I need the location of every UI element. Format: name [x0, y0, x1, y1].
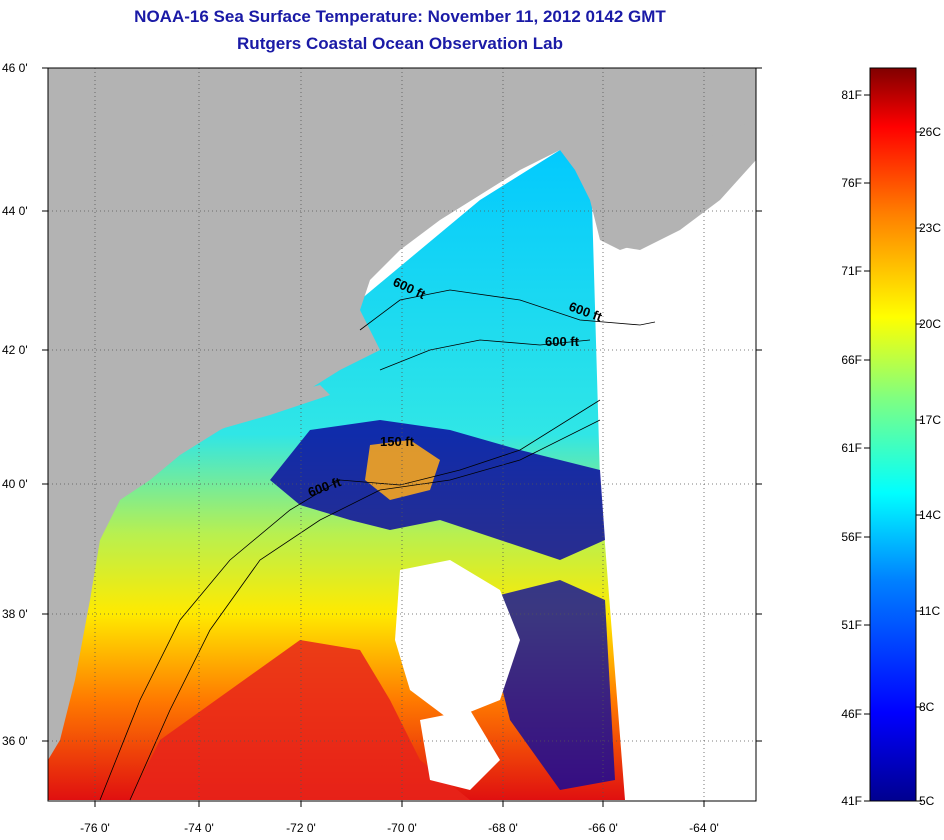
- lat-label: 42 0': [2, 343, 28, 357]
- colorbar-label-c: 23C: [919, 221, 941, 235]
- gulf-stream-region: [130, 640, 470, 800]
- depth-contour: [379, 339, 591, 371]
- colorbar-label-f: 46F: [841, 707, 862, 721]
- contour-label: 600 ft: [545, 334, 580, 349]
- colorbar: [869, 67, 917, 802]
- map-subtitle: Rutgers Coastal Ocean Observation Lab: [237, 34, 563, 53]
- lat-label: 36 0': [2, 734, 28, 748]
- land: [48, 68, 756, 760]
- cold-water-region: [270, 420, 605, 560]
- lon-label: -72 0': [286, 821, 316, 835]
- colorbar-ticks: [864, 94, 922, 802]
- depth-contour: [359, 289, 656, 331]
- colorbar-label-f: 66F: [841, 353, 862, 367]
- land: [200, 385, 330, 432]
- lat-label: 38 0': [2, 607, 28, 621]
- lon-label: -64 0': [689, 821, 719, 835]
- colorbar-label-c: 26C: [919, 125, 941, 139]
- colorbar-label-c: 17C: [919, 413, 941, 427]
- cloud-region: [395, 560, 520, 720]
- colorbar-label-f: 71F: [841, 264, 862, 278]
- lat-label: 44 0': [2, 204, 28, 218]
- contour-label: 150 ft: [380, 434, 415, 449]
- depth-contour: [99, 399, 601, 801]
- colorbar-label-f: 81F: [841, 88, 862, 102]
- lat-label: 46 0': [2, 61, 28, 75]
- warm-water-region: [365, 440, 440, 500]
- map-title: NOAA-16 Sea Surface Temperature: Novembe…: [134, 7, 666, 26]
- lon-label: -76 0': [80, 821, 110, 835]
- colorbar-label-f: 41F: [841, 794, 862, 808]
- colorbar-label-c: 11C: [919, 604, 940, 618]
- cloud-region: [420, 710, 500, 790]
- depth-contour: [129, 419, 601, 801]
- lon-label: -66 0': [588, 821, 618, 835]
- colorbar-label-c: 5C: [919, 794, 935, 808]
- colorbar-label-c: 14C: [919, 508, 941, 522]
- lat-label: 40 0': [2, 477, 28, 491]
- land: [600, 120, 756, 250]
- colorbar-label-c: 20C: [919, 317, 941, 331]
- axis-ticks: [42, 67, 762, 807]
- colorbar-label-f: 76F: [841, 176, 862, 190]
- colorbar-label-f: 51F: [841, 618, 862, 632]
- lon-label: -70 0': [387, 821, 417, 835]
- colorbar-label-f: 61F: [841, 441, 862, 455]
- lon-label: -74 0': [184, 821, 214, 835]
- colorbar-label-c: 8C: [919, 700, 935, 714]
- colorbar-label-f: 56F: [841, 530, 862, 544]
- lon-label: -68 0': [488, 821, 518, 835]
